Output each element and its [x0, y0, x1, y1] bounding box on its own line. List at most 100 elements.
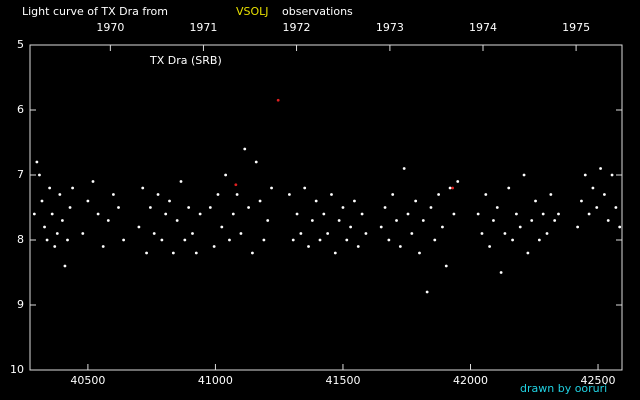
data-point: [322, 212, 326, 216]
data-point: [266, 219, 270, 222]
data-point: [106, 219, 110, 222]
data-point: [360, 212, 364, 216]
data-point: [48, 186, 52, 190]
data-point: [507, 186, 511, 190]
data-point: [86, 199, 90, 203]
data-point: [451, 186, 455, 190]
data-point: [522, 173, 526, 177]
data-point: [310, 219, 314, 222]
data-point: [32, 212, 36, 216]
data-point: [224, 173, 228, 177]
x-tick-label: 41500: [325, 374, 360, 387]
data-point: [534, 199, 537, 203]
data-point: [71, 186, 74, 190]
data-point: [379, 225, 383, 229]
y-tick-label: 10: [10, 363, 24, 376]
data-point: [583, 173, 587, 177]
data-point: [96, 212, 100, 216]
data-point: [194, 251, 198, 255]
data-point: [480, 232, 484, 235]
credit: drawn by ooruri: [520, 382, 607, 395]
data-point: [152, 232, 156, 235]
data-point: [429, 206, 433, 209]
data-point: [243, 147, 247, 151]
data-point: [326, 232, 330, 235]
data-point: [349, 225, 353, 229]
data-point: [270, 186, 273, 190]
data-point: [425, 290, 429, 294]
data-point: [387, 238, 391, 242]
data-point: [60, 219, 64, 222]
data-point: [402, 167, 406, 170]
data-point: [537, 238, 541, 242]
data-point: [448, 186, 452, 190]
data-point: [208, 206, 212, 209]
data-point: [553, 219, 557, 222]
data-point: [418, 251, 421, 255]
data-point: [515, 212, 518, 216]
data-point: [492, 219, 495, 222]
data-point: [171, 251, 175, 255]
data-point: [599, 167, 602, 170]
data-point: [101, 245, 105, 248]
chart-title-suffix: observations: [282, 5, 353, 18]
data-point: [43, 225, 46, 229]
data-point: [168, 199, 171, 203]
x2-tick-label: 1975: [562, 21, 590, 34]
x2-tick-label: 1973: [376, 21, 404, 34]
data-point: [333, 251, 337, 255]
data-point: [287, 193, 291, 196]
data-point: [276, 98, 280, 102]
data-point: [576, 225, 580, 229]
data-point: [40, 199, 44, 203]
y-tick-label: 5: [17, 38, 24, 51]
data-point: [549, 193, 553, 196]
x2-tick-label: 1970: [96, 21, 124, 34]
data-point: [433, 238, 437, 242]
data-point: [580, 199, 583, 203]
data-point: [198, 212, 202, 216]
data-point: [587, 212, 591, 216]
x-tick-label: 40500: [70, 374, 105, 387]
data-point: [251, 251, 254, 255]
data-point: [383, 206, 387, 209]
y-tick-label: 7: [17, 168, 24, 181]
data-point: [591, 186, 595, 190]
data-point: [187, 206, 191, 209]
data-point: [148, 206, 152, 209]
data-point: [235, 193, 239, 196]
data-point: [518, 225, 522, 229]
chart-title: Light curve of TX Dra from: [22, 5, 168, 18]
x-tick-label: 41000: [198, 374, 233, 387]
data-point: [395, 219, 398, 222]
data-point: [495, 206, 499, 209]
data-point: [191, 232, 194, 235]
x-tick-label: 42500: [581, 374, 616, 387]
data-point: [145, 251, 148, 255]
data-point: [38, 173, 41, 177]
y-tick-label: 8: [17, 233, 24, 246]
data-point: [160, 238, 164, 242]
data-point: [353, 199, 356, 203]
data-point: [117, 206, 120, 209]
data-point: [212, 245, 216, 248]
data-point: [307, 245, 310, 248]
chart-title-highlight: VSOLJ: [236, 5, 269, 18]
data-point: [603, 193, 606, 196]
y-tick-label: 6: [17, 103, 24, 116]
data-point: [595, 206, 599, 209]
data-point: [541, 212, 545, 216]
data-point: [499, 271, 503, 274]
data-point: [414, 199, 418, 203]
data-point: [303, 186, 307, 190]
data-point: [55, 232, 59, 235]
data-point: [175, 219, 179, 222]
data-point: [53, 245, 57, 248]
data-point: [258, 199, 262, 203]
data-point: [141, 186, 145, 190]
data-point: [63, 264, 67, 268]
data-point: [452, 212, 456, 216]
data-point: [441, 225, 444, 229]
data-point: [618, 225, 622, 229]
